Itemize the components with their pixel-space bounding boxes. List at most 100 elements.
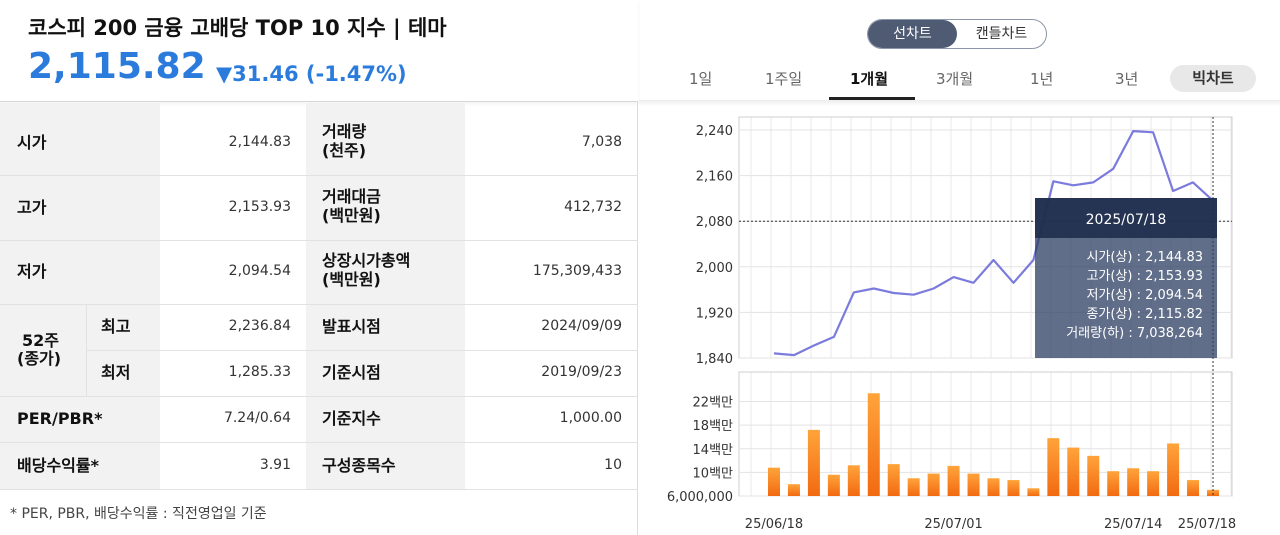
index-header: 코스피 200 금융 고배당 TOP 10 지수 | 테마 2,115.82 ▼… [0,0,638,102]
amount-sublabel: (백만원) [322,206,381,225]
line-chart-button[interactable]: 선차트 [868,20,957,48]
base-date-label: 기준시점 [322,363,381,382]
volume-bar [887,464,900,496]
per-pbr-value: 7.24/0.64 [223,410,291,426]
volume-bar [1147,471,1160,496]
tooltip-line: 저가(상) : 2,094.54 [1086,288,1203,303]
high-value: 2,153.93 [228,199,291,215]
tab-3year[interactable]: 3년 [1115,70,1139,88]
tab-1month[interactable]: 1개월 [850,70,889,88]
volume-y-tick: 10백만 [693,466,734,481]
volume-bar [987,478,1000,496]
big-chart-button[interactable]: 빅차트 [1170,65,1256,92]
volume-bar [947,465,960,496]
volume-y-tick: 6,000,000 [667,490,733,505]
chart-panel: 선차트 캔들차트 1일 1주일 1개월 3개월 1년 3년 빅차트 2,240 2… [639,0,1280,535]
tab-1day[interactable]: 1일 [689,70,713,88]
w52-label: 52주 [22,331,59,350]
volume-label: 거래량 [322,122,367,141]
volume-bar [807,429,820,496]
w52-sublabel: (종가) [17,349,62,368]
price-y-tick: 2,000 [696,261,733,276]
constituents-label: 구성종목수 [322,456,396,475]
volume-bar [1067,447,1080,496]
chart-type-toggle: 선차트 캔들차트 [867,19,1047,49]
price-y-tick: 2,080 [696,215,733,230]
volume-bar [1187,480,1200,496]
constituents-value: 10 [604,457,622,473]
volume-bar [927,473,940,496]
low-label: 저가 [17,262,47,281]
market-cap-value: 175,309,433 [532,263,622,279]
left-label-column [0,103,160,489]
active-tab-underline [829,97,915,100]
x-tick-label: 25/07/01 [924,517,982,532]
index-info-panel: 코스피 200 금융 고배당 TOP 10 지수 | 테마 2,115.82 ▼… [0,0,638,535]
dividend-value: 3.91 [259,457,291,473]
volume-bar [1127,468,1140,496]
high-label: 고가 [17,198,47,217]
price-y-tick: 1,840 [696,352,733,367]
w52-max-label: 최고 [101,317,131,336]
market-cap-sublabel: (백만원) [322,270,381,289]
volume-y-tick: 18백만 [693,419,734,434]
volume-bar [787,484,800,496]
volume-bar [768,467,780,496]
volume-bar [1047,438,1060,496]
open-value: 2,144.83 [228,134,291,150]
volume-bar [1107,471,1120,496]
tooltip-date: 2025/07/18 [1086,212,1167,228]
volume-bar [1207,489,1219,496]
w52-min-value: 1,285.33 [228,364,291,380]
w52-max-value: 2,236.84 [228,318,291,334]
amount-label: 거래대금 [322,187,381,206]
volume-y-tick: 14백만 [693,443,734,458]
volume-bar [1087,455,1100,496]
publish-date-value: 2024/09/09 [541,318,622,334]
volume-bar [1007,480,1020,496]
base-date-value: 2019/09/23 [541,364,622,380]
x-tick-label: 25/07/14 [1104,517,1162,532]
volume-bar [967,473,980,496]
volume-bar [847,465,860,496]
low-value: 2,094.54 [228,263,291,279]
candle-chart-button[interactable]: 캔들차트 [975,26,1028,42]
per-pbr-label: PER/PBR* [17,409,103,428]
price-y-tick: 2,160 [696,170,733,185]
volume-bar [907,478,920,496]
tooltip-line: 시가(상) : 2,144.83 [1086,250,1203,265]
current-price: 2,115.82 [28,46,206,87]
index-title: 코스피 200 금융 고배당 TOP 10 지수 | 테마 [28,16,447,40]
volume-sublabel: (천주) [322,141,367,160]
dividend-label: 배당수익률* [17,456,99,475]
volume-value: 7,038 [581,134,622,150]
right-label-column [306,103,465,489]
tooltip-header [1035,198,1217,238]
volume-bar [1167,443,1180,496]
tooltip-line: 종가(상) : 2,115.82 [1086,307,1203,322]
volume-bar [867,393,880,496]
tooltip-line: 고가(상) : 2,153.93 [1086,269,1203,284]
w52-min-label: 최저 [101,363,131,382]
footnote: * PER, PBR, 배당수익률 : 직전영업일 기준 [10,506,267,522]
volume-bar [827,474,840,496]
publish-date-label: 발표시점 [322,317,381,336]
tooltip-line: 거래량(하) : 7,038,264 [1066,326,1203,341]
base-index-value: 1,000.00 [559,410,622,426]
amount-value: 412,732 [564,199,622,215]
x-tick-label: 25/07/18 [1178,517,1236,532]
tab-3month[interactable]: 3개월 [936,70,974,88]
volume-y-tick: 22백만 [693,396,734,411]
open-label: 시가 [17,133,47,152]
price-y-tick: 1,920 [696,306,733,321]
market-cap-label: 상장시가총액 [322,251,411,270]
tab-1week[interactable]: 1주일 [765,70,803,88]
volume-bar [1027,488,1040,496]
base-index-label: 기준지수 [322,409,381,428]
price-line-series [773,130,1214,357]
price-volume-chart[interactable]: 2,240 2,160 2,080 2,000 1,920 1,840 22백만 18백만 14… [639,0,1280,535]
tab-1year[interactable]: 1년 [1030,70,1054,88]
price-change: ▼31.46 (-1.47%) [216,62,407,86]
x-tick-label: 25/06/18 [745,517,803,532]
price-y-tick: 2,240 [696,124,733,139]
